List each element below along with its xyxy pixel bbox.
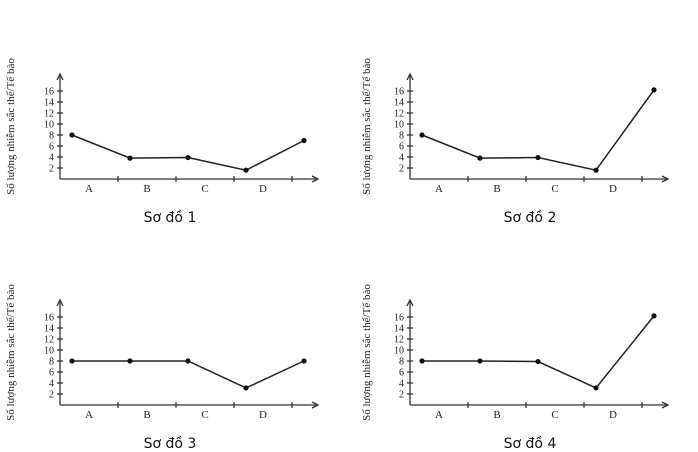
y-tick-label: 6 xyxy=(49,368,54,379)
y-tick-label: 10 xyxy=(44,346,54,357)
x-category-label: C xyxy=(201,183,208,195)
y-tick-label: 2 xyxy=(49,390,54,401)
y-tick-label: 8 xyxy=(399,357,404,368)
x-category-label: A xyxy=(85,183,93,195)
y-tick-label: 8 xyxy=(49,357,54,368)
y-axis-arrow xyxy=(56,298,64,307)
data-point xyxy=(69,132,75,138)
data-point xyxy=(127,358,133,364)
y-tick-label: 4 xyxy=(49,153,54,164)
data-point xyxy=(301,358,307,364)
y-tick-label: 10 xyxy=(44,120,54,131)
y-tick-label: 12 xyxy=(394,109,404,120)
x-category-label: A xyxy=(435,409,443,421)
chart-title: Sơ đồ 1 xyxy=(144,209,197,226)
x-category-label: C xyxy=(201,409,208,421)
y-tick-label: 2 xyxy=(399,390,404,401)
x-category-label: D xyxy=(259,183,267,195)
data-point xyxy=(127,155,133,161)
data-point xyxy=(185,154,191,161)
data-point xyxy=(593,167,599,173)
y-tick-label: 4 xyxy=(399,153,404,164)
x-category-label: B xyxy=(143,409,150,421)
y-tick-label: 16 xyxy=(44,313,54,324)
chart-title: Sơ đồ 3 xyxy=(144,435,197,452)
x-category-label: D xyxy=(259,409,267,421)
data-point xyxy=(185,358,191,364)
y-tick-label: 12 xyxy=(394,335,404,346)
y-tick-label: 14 xyxy=(44,98,54,109)
data-point xyxy=(419,358,425,364)
y-axis-arrow xyxy=(406,298,414,307)
y-axis-title: Số lượng nhiễm sắc thể/Tế bào xyxy=(361,58,373,195)
data-point xyxy=(477,155,483,161)
y-tick-label: 16 xyxy=(394,313,404,324)
x-category-label: B xyxy=(143,183,150,195)
data-point xyxy=(477,358,483,364)
x-category-label: A xyxy=(435,183,443,195)
y-tick-label: 12 xyxy=(44,109,54,120)
data-point xyxy=(243,385,249,391)
y-tick-label: 6 xyxy=(399,368,404,379)
x-category-label: D xyxy=(609,409,617,421)
y-tick-label: 4 xyxy=(49,379,54,390)
y-tick-label: 2 xyxy=(399,164,404,175)
y-axis-arrow xyxy=(406,72,414,81)
x-category-label: B xyxy=(493,409,500,421)
y-tick-label: 4 xyxy=(399,379,404,390)
y-tick-label: 14 xyxy=(394,98,404,109)
y-tick-label: 16 xyxy=(44,87,54,98)
chart-title: Sơ đồ 2 xyxy=(504,209,557,226)
data-point xyxy=(651,87,657,93)
y-tick-label: 10 xyxy=(394,346,404,357)
y-tick-label: 10 xyxy=(394,120,404,131)
y-tick-label: 6 xyxy=(49,142,54,153)
x-axis-arrow xyxy=(311,401,320,409)
y-tick-label: 12 xyxy=(44,335,54,346)
x-category-label: A xyxy=(85,409,93,421)
y-axis-arrow xyxy=(56,72,64,81)
series-line xyxy=(71,134,305,171)
x-axis-arrow xyxy=(661,175,670,183)
y-axis-title: Số lượng nhiễm sắc thể/Tế bào xyxy=(5,58,17,195)
data-point xyxy=(535,358,541,365)
y-tick-label: 8 xyxy=(49,131,54,142)
y-tick-label: 6 xyxy=(399,142,404,153)
x-category-label: B xyxy=(493,183,500,195)
series-line xyxy=(72,360,305,389)
x-category-label: C xyxy=(551,183,558,195)
data-point xyxy=(535,154,541,161)
x-axis-arrow xyxy=(661,401,670,409)
data-point xyxy=(69,358,75,364)
y-tick-label: 14 xyxy=(44,324,54,335)
x-category-label: D xyxy=(609,183,617,195)
data-point xyxy=(593,385,599,391)
x-axis-arrow xyxy=(311,175,320,183)
y-tick-label: 8 xyxy=(399,131,404,142)
series-line xyxy=(422,315,655,389)
y-tick-label: 16 xyxy=(394,87,404,98)
y-tick-label: 14 xyxy=(394,324,404,335)
chart-title: Sơ đồ 4 xyxy=(504,435,557,452)
data-point xyxy=(651,313,657,319)
y-axis-title: Số lượng nhiễm sắc thể/Tế bào xyxy=(5,284,17,421)
y-tick-label: 2 xyxy=(49,164,54,175)
data-point xyxy=(243,167,249,173)
data-point xyxy=(301,137,307,144)
x-category-label: C xyxy=(551,409,558,421)
y-axis-title: Số lượng nhiễm sắc thể/Tế bào xyxy=(361,284,373,421)
data-point xyxy=(419,132,425,138)
